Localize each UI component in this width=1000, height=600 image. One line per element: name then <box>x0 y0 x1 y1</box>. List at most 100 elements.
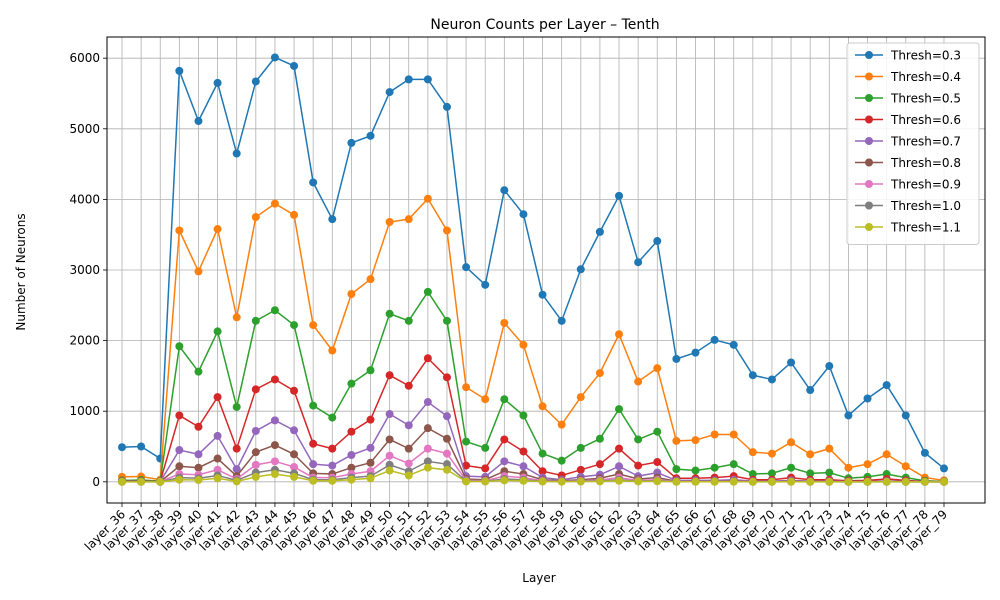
data-point <box>863 394 872 403</box>
data-point <box>442 460 451 469</box>
data-point <box>270 199 279 208</box>
data-point <box>576 477 585 486</box>
data-point <box>385 466 394 475</box>
data-point <box>347 290 356 299</box>
data-point <box>366 474 375 483</box>
data-point <box>825 468 834 477</box>
data-point <box>538 402 547 411</box>
data-point <box>500 476 509 485</box>
data-point <box>366 275 375 284</box>
data-point <box>309 178 318 187</box>
data-point <box>557 316 566 325</box>
legend-swatch-marker <box>865 137 873 145</box>
data-point <box>576 465 585 474</box>
data-point <box>118 443 126 452</box>
data-point <box>423 444 432 453</box>
data-point <box>462 383 471 392</box>
data-point <box>232 149 241 158</box>
data-point <box>251 385 260 394</box>
data-point <box>213 474 222 483</box>
data-point <box>767 449 776 458</box>
data-point <box>347 475 356 484</box>
data-point <box>920 477 929 486</box>
data-point <box>251 472 260 481</box>
data-point <box>404 471 413 480</box>
series-group <box>118 194 948 485</box>
data-point <box>385 309 394 318</box>
data-point <box>251 460 260 469</box>
legend-swatch-marker <box>865 51 873 59</box>
data-point <box>729 477 738 486</box>
data-point <box>500 395 509 404</box>
data-point <box>385 410 394 419</box>
data-point <box>213 431 222 440</box>
data-point <box>251 448 260 457</box>
data-point <box>748 470 757 479</box>
data-point <box>767 375 776 384</box>
data-point <box>615 191 624 200</box>
data-point <box>404 381 413 390</box>
data-point <box>404 459 413 468</box>
data-point <box>595 434 604 443</box>
data-point <box>710 463 719 472</box>
data-point <box>270 416 279 425</box>
data-point <box>385 451 394 460</box>
data-point <box>882 477 891 486</box>
data-point <box>366 366 375 375</box>
data-point <box>825 444 834 453</box>
data-point <box>442 434 451 443</box>
data-point <box>328 476 337 485</box>
data-point <box>844 411 853 420</box>
data-point <box>940 464 948 473</box>
data-point <box>290 472 299 481</box>
data-point <box>347 463 356 472</box>
data-point <box>481 477 490 486</box>
data-point <box>481 395 490 404</box>
data-point <box>213 465 222 474</box>
data-point <box>442 412 451 421</box>
data-point <box>615 405 624 414</box>
data-point <box>385 435 394 444</box>
data-point <box>653 458 662 467</box>
data-point <box>423 75 432 84</box>
data-point <box>423 287 432 296</box>
data-point <box>404 421 413 430</box>
data-point <box>519 462 528 471</box>
y-tick-label: 4000 <box>69 192 100 206</box>
legend-swatch-marker <box>865 115 873 124</box>
series-line <box>121 56 945 469</box>
series-group <box>118 287 948 486</box>
data-point <box>787 463 796 472</box>
data-point <box>251 316 260 325</box>
data-point <box>366 443 375 452</box>
data-point <box>576 443 585 452</box>
data-point <box>232 444 241 453</box>
data-point <box>615 444 624 453</box>
data-point <box>615 330 624 339</box>
legend-label: Thresh=1.0 <box>890 199 961 213</box>
data-point <box>748 448 757 457</box>
data-point <box>385 88 394 97</box>
data-point <box>500 318 509 327</box>
legend-label: Thresh=0.3 <box>890 49 961 63</box>
data-point <box>137 477 146 486</box>
legend: Thresh=0.3 Thresh=0.4 Thresh=0.5 Thresh=0.6… <box>846 42 980 245</box>
data-point <box>347 427 356 436</box>
data-point <box>232 313 241 322</box>
data-point <box>175 66 184 75</box>
data-point <box>290 426 299 435</box>
data-point <box>595 460 604 469</box>
data-point <box>404 75 413 84</box>
data-point <box>328 215 337 224</box>
data-point <box>232 465 241 474</box>
data-point <box>825 362 834 371</box>
data-point <box>232 402 241 411</box>
data-point <box>366 458 375 467</box>
data-point <box>481 464 490 473</box>
data-point <box>213 225 222 234</box>
data-point <box>385 460 394 469</box>
data-point <box>595 477 604 486</box>
data-point <box>270 53 279 62</box>
data-point <box>175 411 184 420</box>
data-point <box>576 265 585 274</box>
